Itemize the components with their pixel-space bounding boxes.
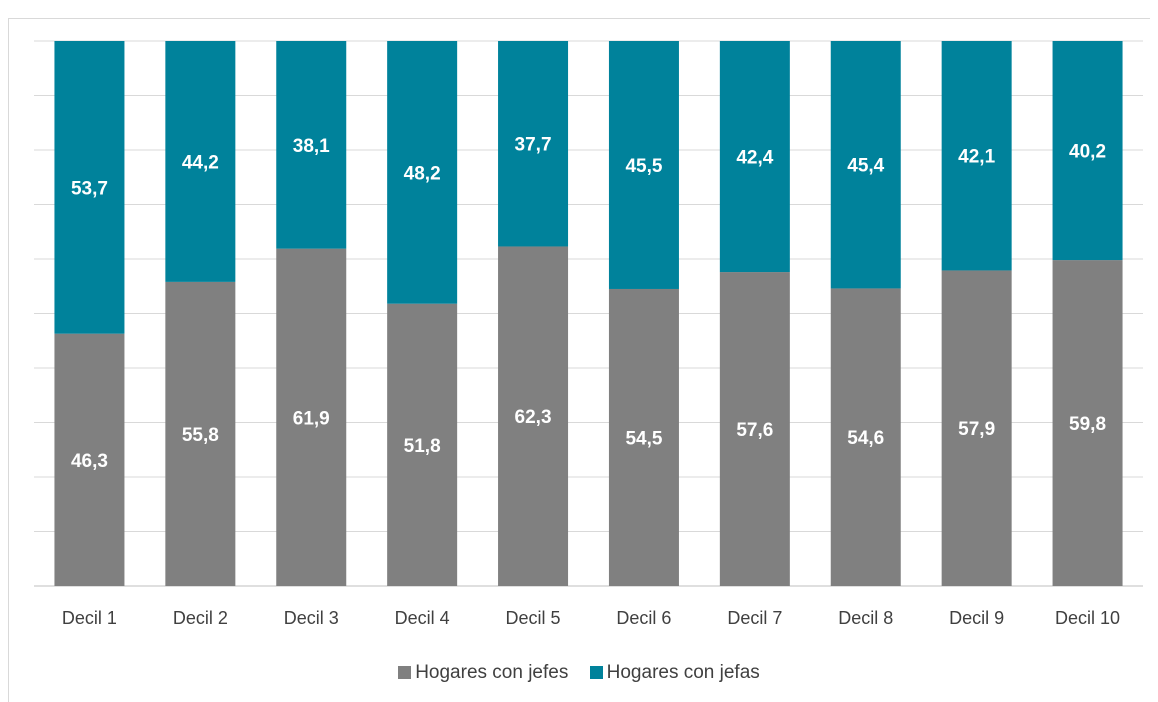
bar-jefas [1052,41,1123,261]
bar-jefes [608,288,679,586]
data-label-jefes: 59,8 [1069,414,1106,435]
x-tick-label: Decil 2 [173,608,228,628]
bar-jefes [719,272,790,586]
x-tick-label: Decil 6 [616,608,671,628]
data-label-jefes: 62,3 [515,407,552,428]
data-label-jefas: 48,2 [404,163,441,184]
data-label-jefes: 57,9 [958,419,995,440]
bar-jefas [719,41,790,273]
chart-frame [8,18,1150,702]
data-label-jefes: 55,8 [182,425,219,446]
bar-jefes [387,303,458,586]
bar-jefes [941,270,1012,586]
x-tick-label: Decil 8 [838,608,893,628]
legend-swatch-jefes [398,666,412,679]
x-tick-label: Decil 10 [1055,608,1120,628]
legend-label-jefas: Hogares con jefas [606,662,760,683]
data-label-jefas: 38,1 [293,136,330,157]
data-label-jefes: 46,3 [71,451,108,472]
data-label-jefas: 42,1 [958,147,995,168]
bar-jefas [165,41,236,282]
stacked-bar-chart: 46,3 53,7 Decil 1 55,8 44,2 Decil 2 61,9 38,1 De… [34,40,1143,628]
x-tick-label: Decil 9 [949,608,1004,628]
data-label-jefas: 45,5 [625,156,662,177]
x-tick-label: Decil 1 [62,608,117,628]
data-label-jefas: 40,2 [1069,142,1106,163]
bar-jefes [830,288,901,586]
bar-jefas [498,41,569,247]
data-label-jefes: 57,6 [736,420,773,441]
data-label-jefas: 42,4 [736,148,773,169]
bar-jefes [1052,260,1123,586]
data-label-jefas: 37,7 [515,135,552,156]
x-tick-label: Decil 7 [727,608,782,628]
data-label-jefes: 54,6 [847,428,884,449]
bar-jefes [54,333,125,586]
data-label-jefes: 51,8 [404,436,441,457]
bar-jefes [165,281,236,586]
x-tick-label: Decil 3 [284,608,339,628]
legend-item-jefas: Hogares con jefas [589,662,760,684]
x-tick-label: Decil 5 [506,608,561,628]
bar-jefas [276,41,347,249]
data-label-jefas: 53,7 [71,178,108,199]
bar-jefes [498,246,569,586]
legend-swatch-jefas [589,666,603,679]
legend: Hogares con jefes Hogares con jefas [0,662,1158,684]
legend-label-jefes: Hogares con jefes [415,662,569,683]
bar-jefas [830,41,901,289]
x-tick-label: Decil 4 [395,608,450,628]
bar-jefas [387,41,458,304]
data-label-jefas: 44,2 [182,152,219,173]
data-label-jefes: 61,9 [293,408,330,429]
bar-jefas [54,41,125,334]
legend-item-jefes: Hogares con jefes [398,662,568,684]
data-label-jefas: 45,4 [847,156,884,177]
data-label-jefes: 54,5 [625,428,662,449]
bar-jefas [941,41,1012,271]
bar-jefas [608,41,679,289]
bar-jefes [276,248,347,586]
